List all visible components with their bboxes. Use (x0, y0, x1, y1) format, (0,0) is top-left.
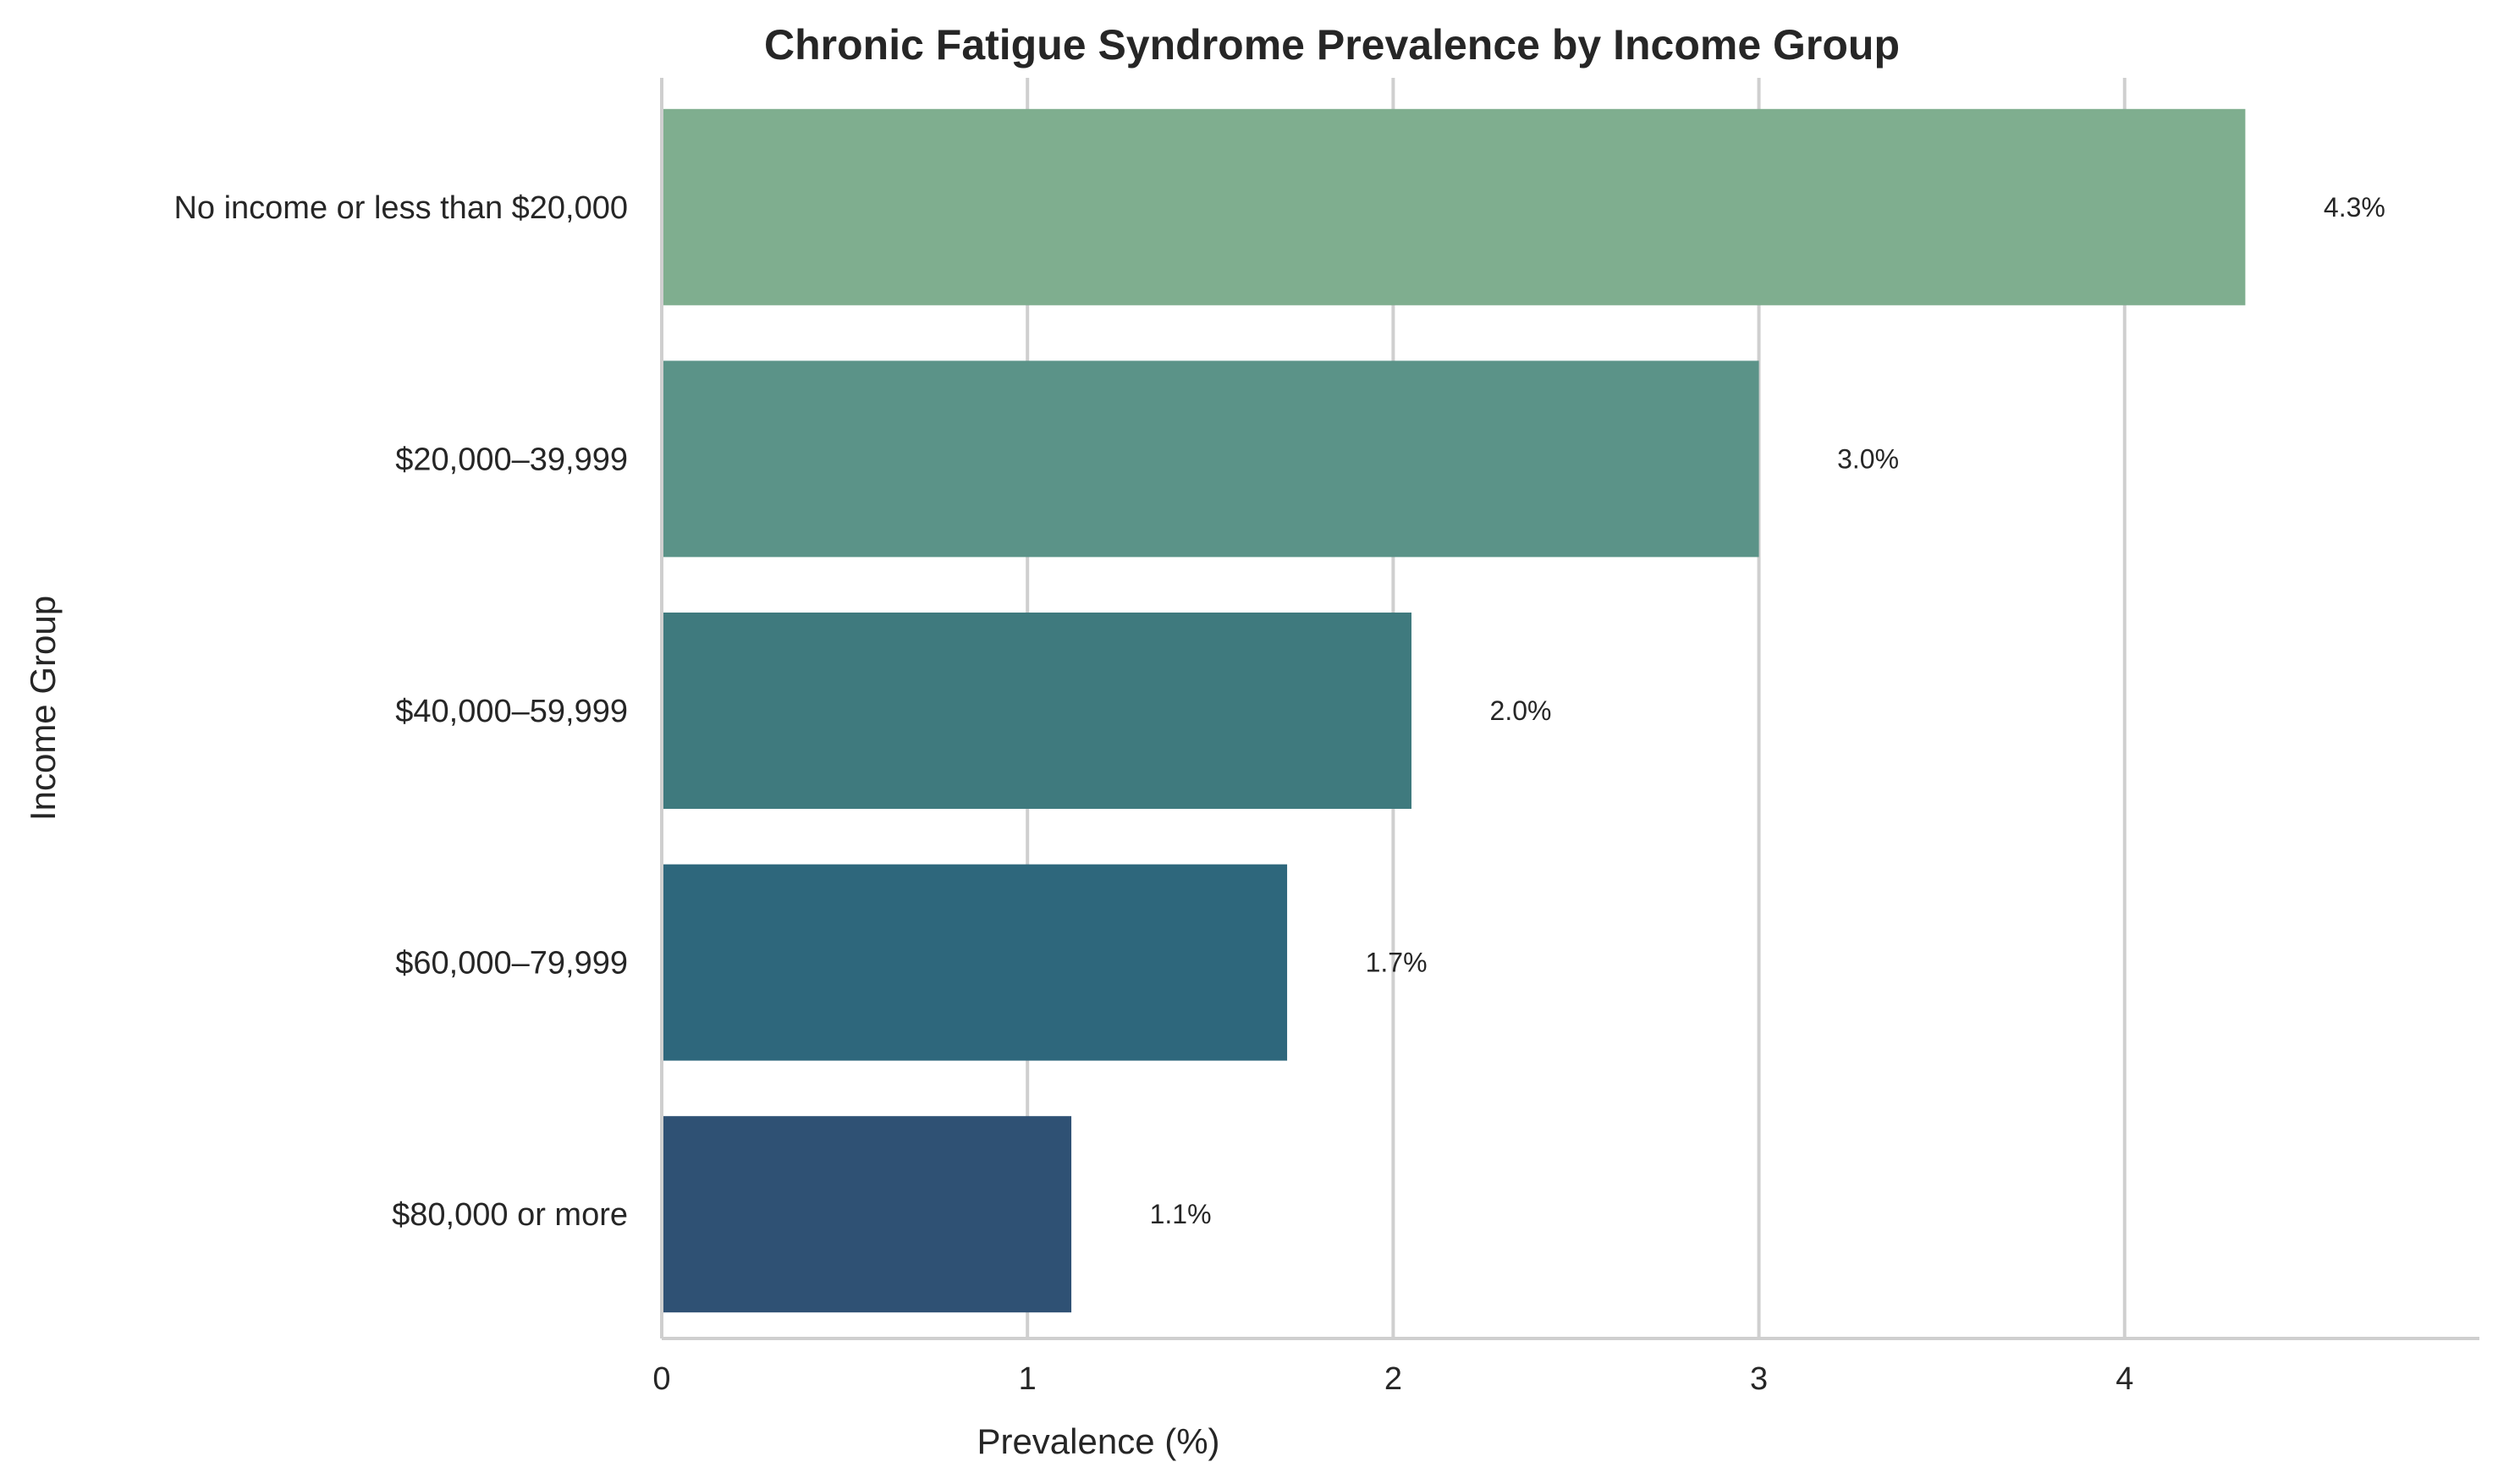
x-tick-label-3: 3 (1750, 1361, 1768, 1397)
x-tick-label-4: 4 (2116, 1361, 2133, 1397)
bar-2 (662, 613, 1411, 809)
y-tick-label-2: $40,000–59,999 (395, 694, 628, 729)
y-tick-label-4: $80,000 or more (392, 1197, 628, 1233)
data-label-4: 1.1% (1150, 1199, 1212, 1229)
bar-1 (662, 360, 1759, 558)
bar-4 (662, 1116, 1072, 1313)
x-tick-label-0: 0 (652, 1361, 670, 1397)
y-tick-label-3: $60,000–79,999 (395, 946, 628, 981)
axes-layer (660, 78, 2479, 1340)
bars-layer (662, 108, 2246, 1313)
y-axis-title: Income Group (23, 596, 63, 821)
y-tick-label-0: No income or less than $20,000 (173, 190, 628, 226)
chart-title: Chronic Fatigue Syndrome Prevalence by I… (764, 21, 1900, 69)
data-label-2: 2.0% (1490, 695, 1552, 726)
labels-layer: 4.3% 3.0% 2.0% 1.7% 1.1% (1150, 192, 2385, 1229)
y-tick-label-1: $20,000–39,999 (395, 442, 628, 477)
x-axis-title: Prevalence (%) (977, 1421, 1219, 1461)
data-label-1: 3.0% (1837, 443, 1899, 474)
data-label-3: 1.7% (1366, 948, 1428, 978)
ticks-layer: 0 1 2 3 4 No income or less than $20,000 $20,0… (173, 190, 2133, 1397)
x-tick-label-2: 2 (1384, 1361, 1402, 1397)
bar-0 (662, 108, 2246, 305)
data-label-0: 4.3% (2324, 192, 2385, 223)
bar-3 (662, 864, 1288, 1061)
x-tick-label-1: 1 (1019, 1361, 1037, 1397)
